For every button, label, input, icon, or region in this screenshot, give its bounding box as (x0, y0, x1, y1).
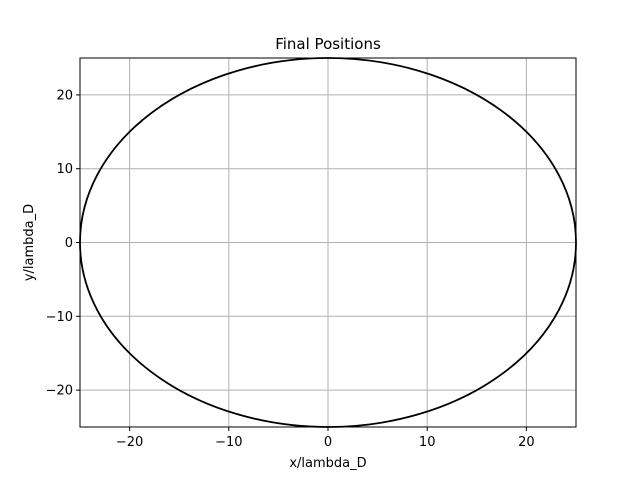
ticks: −20 −10 0 10 20 −20 −10 0 10 20 (46, 88, 535, 450)
grid (80, 58, 576, 427)
x-tick-label-1: −10 (215, 435, 242, 450)
y-tick-label-2: 0 (65, 236, 73, 251)
x-tick-label-0: −20 (116, 435, 143, 450)
x-axis-label: x/lambda_D (289, 456, 366, 471)
chart-title: Final Positions (275, 35, 381, 53)
y-tick-label-4: 20 (56, 88, 73, 103)
x-tick-label-2: 0 (324, 435, 332, 450)
y-axis-label: y/lambda_D (22, 204, 37, 281)
y-tick-label-1: −10 (46, 310, 73, 325)
y-tick-label-3: 10 (56, 162, 73, 177)
y-tick-label-0: −20 (46, 384, 73, 399)
x-tick-label-4: 20 (518, 435, 535, 450)
x-tick-label-3: 10 (419, 435, 436, 450)
